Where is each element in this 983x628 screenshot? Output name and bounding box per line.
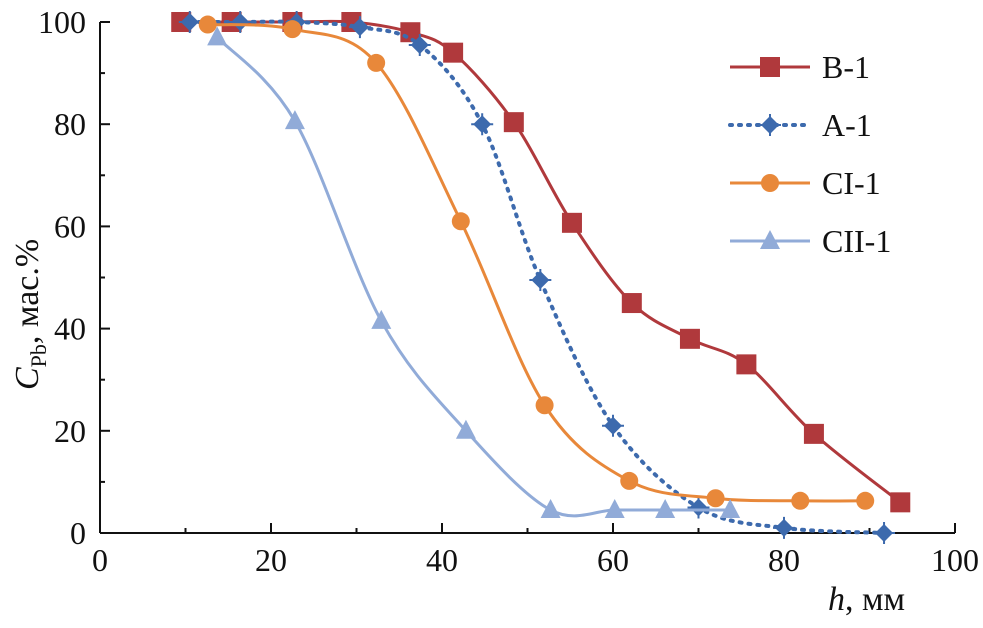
diamond-marker <box>759 114 781 136</box>
circle-marker <box>283 20 302 39</box>
series-line <box>207 23 866 503</box>
y-tick-label: 60 <box>54 208 86 244</box>
diamond-marker <box>471 113 494 136</box>
plus-shape <box>759 114 781 136</box>
legend-label: B-1 <box>822 49 870 85</box>
triangle-marker <box>720 499 741 519</box>
y-tick-label: 40 <box>54 311 86 347</box>
circle-marker <box>451 212 470 231</box>
legend-item: A-1 <box>728 107 872 143</box>
circle-marker <box>791 491 810 510</box>
diamond-marker <box>873 522 896 544</box>
diamond-marker <box>687 496 710 519</box>
diamond-marker <box>602 414 624 437</box>
square-marker <box>561 212 582 233</box>
diamond-marker <box>773 516 795 539</box>
triangle-marker <box>455 419 476 439</box>
x-tick-label: 0 <box>92 542 108 578</box>
circle-marker <box>367 53 386 72</box>
circle-marker <box>198 15 217 34</box>
plus-shape <box>602 414 624 437</box>
legend: B-1 A-1 CI-1 CII-1 <box>728 49 891 259</box>
axes: 0 20 40 60 80 100 0 20 40 60 80 100 <box>38 4 979 578</box>
plus-shape <box>529 269 552 292</box>
y-axis-label: CPb, мас.% <box>9 239 51 390</box>
plus-shape <box>773 516 795 539</box>
series-cii-1 <box>207 26 741 519</box>
triangle-marker <box>540 499 561 519</box>
triangle-marker <box>604 499 625 519</box>
circle-marker <box>706 489 725 508</box>
legend-item: CII-1 <box>730 223 891 259</box>
legend-label: A-1 <box>822 107 872 143</box>
plus-shape <box>687 496 710 519</box>
legend-label: CII-1 <box>822 223 891 259</box>
y-tick-label: 0 <box>70 515 86 551</box>
y-tick-label: 80 <box>54 106 86 142</box>
diamond-marker <box>348 16 371 39</box>
diamond-marker <box>408 33 431 56</box>
square-marker <box>736 354 757 375</box>
triangle-marker <box>207 26 228 46</box>
diamond-marker <box>229 11 252 33</box>
legend-label: CI-1 <box>822 165 881 201</box>
square-marker <box>443 42 464 63</box>
series-line <box>181 19 902 504</box>
x-tick-label: 60 <box>597 542 629 578</box>
legend-item: B-1 <box>730 49 870 85</box>
triangle-marker <box>284 110 305 130</box>
triangle-marker <box>371 309 392 329</box>
x-axis-label: h, мм <box>828 581 905 618</box>
series-lines <box>171 11 911 544</box>
square-marker <box>679 328 700 349</box>
circle-marker <box>535 396 554 415</box>
triangle-marker <box>760 230 780 249</box>
triangle-marker <box>655 499 676 519</box>
square-marker <box>621 293 642 314</box>
x-tick-label: 100 <box>931 542 979 578</box>
plus-shape <box>471 113 494 136</box>
legend-item: CI-1 <box>730 165 881 201</box>
plus-shape <box>408 33 431 56</box>
square-marker <box>503 112 524 133</box>
plus-shape <box>229 11 252 33</box>
plus-shape <box>348 16 371 39</box>
x-tick-label: 20 <box>255 542 287 578</box>
y-tick-label: 20 <box>54 413 86 449</box>
x-tick-label: 40 <box>426 542 458 578</box>
series-ci-1 <box>198 15 875 510</box>
circle-marker <box>761 174 779 192</box>
plus-shape <box>873 522 896 544</box>
series-b-1 <box>171 12 911 513</box>
plus-shape <box>178 11 201 33</box>
series-a-1 <box>178 11 896 544</box>
diamond-marker <box>178 11 201 33</box>
circle-marker <box>856 491 875 510</box>
square-marker <box>803 423 824 444</box>
square-marker <box>760 57 780 77</box>
square-marker <box>890 492 911 513</box>
circle-marker <box>620 471 639 490</box>
y-tick-label: 100 <box>38 4 86 40</box>
x-tick-label: 80 <box>768 542 800 578</box>
diamond-marker <box>529 269 552 292</box>
